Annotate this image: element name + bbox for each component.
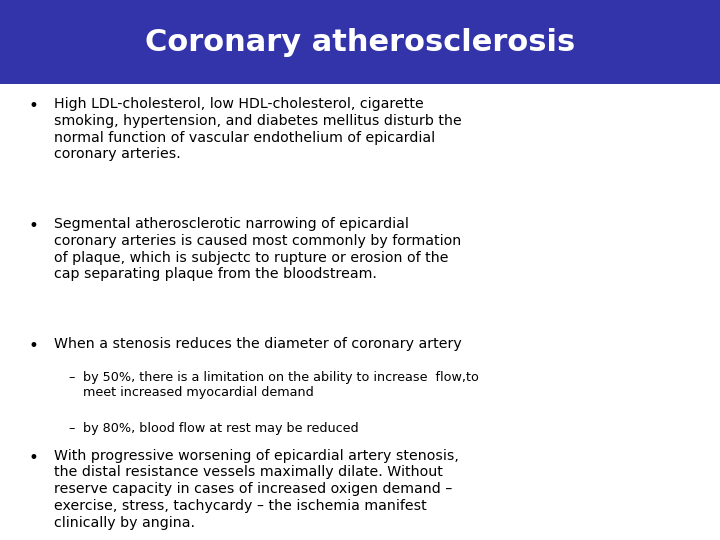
Text: by 50%, there is a limitation on the ability to increase  flow,to
meet increased: by 50%, there is a limitation on the abi…: [83, 371, 479, 400]
Text: Segmental atherosclerotic narrowing of epicardial
coronary arteries is caused mo: Segmental atherosclerotic narrowing of e…: [54, 217, 462, 281]
Text: •: •: [29, 337, 39, 355]
Text: •: •: [29, 217, 39, 235]
Text: With progressive worsening of epicardial artery stenosis,
the distal resistance : With progressive worsening of epicardial…: [54, 449, 459, 530]
Text: –: –: [68, 371, 75, 384]
Text: When a stenosis reduces the diameter of coronary artery: When a stenosis reduces the diameter of …: [54, 337, 462, 351]
Text: by 80%, blood flow at rest may be reduced: by 80%, blood flow at rest may be reduce…: [83, 422, 359, 435]
Text: High LDL-cholesterol, low HDL-cholesterol, cigarette
smoking, hypertension, and : High LDL-cholesterol, low HDL-cholestero…: [54, 97, 462, 161]
Text: •: •: [29, 97, 39, 115]
Text: •: •: [29, 449, 39, 467]
Text: Coronary atherosclerosis: Coronary atherosclerosis: [145, 28, 575, 57]
Text: –: –: [68, 422, 75, 435]
FancyBboxPatch shape: [0, 0, 720, 84]
